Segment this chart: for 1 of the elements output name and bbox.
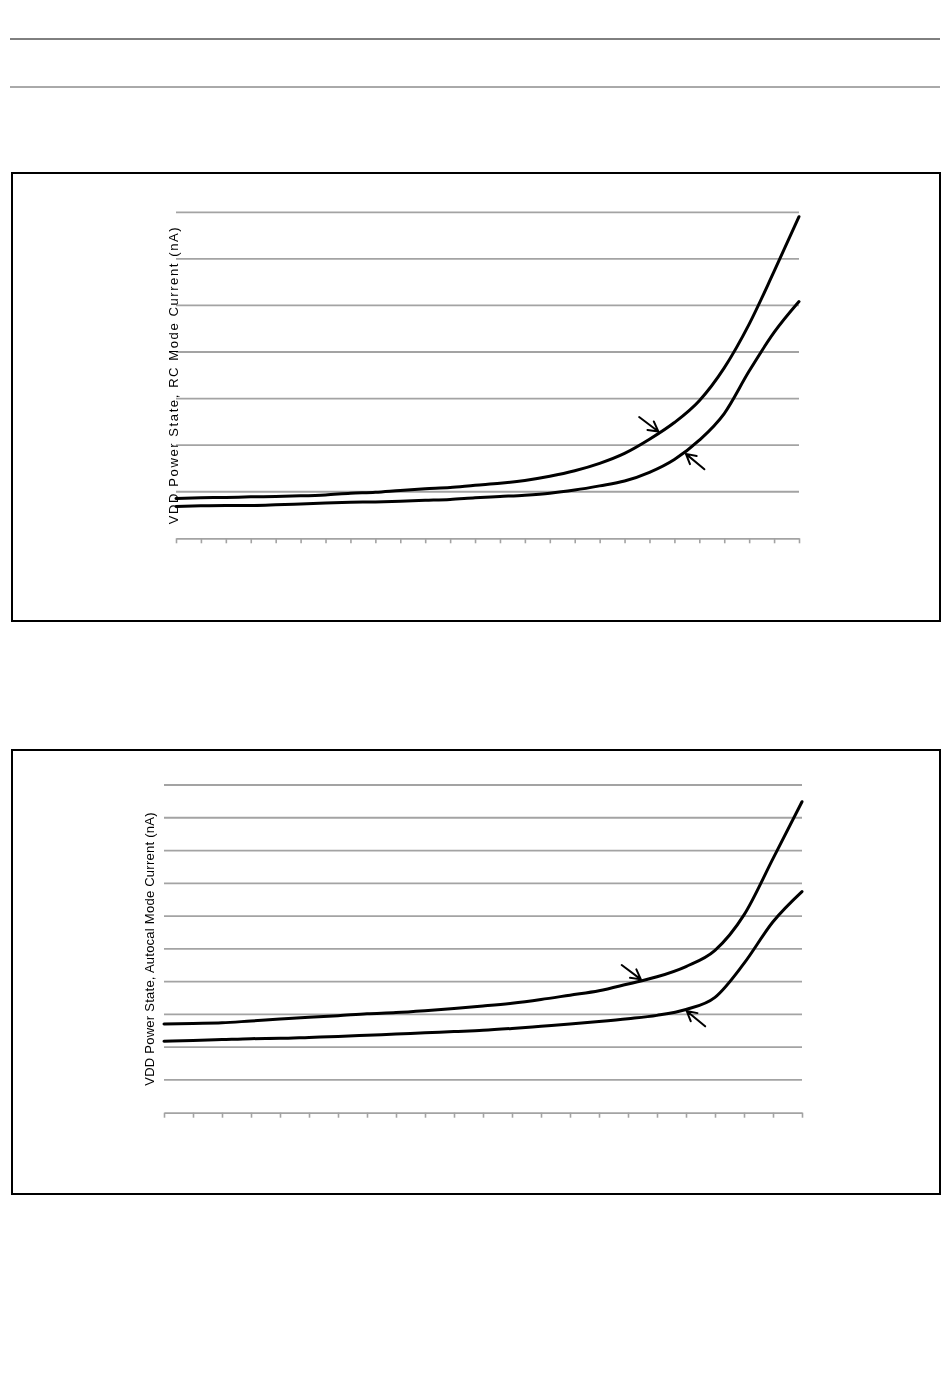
- y-axis-title: VDD Power State, Autocal Mode Current (nA): [142, 812, 157, 1086]
